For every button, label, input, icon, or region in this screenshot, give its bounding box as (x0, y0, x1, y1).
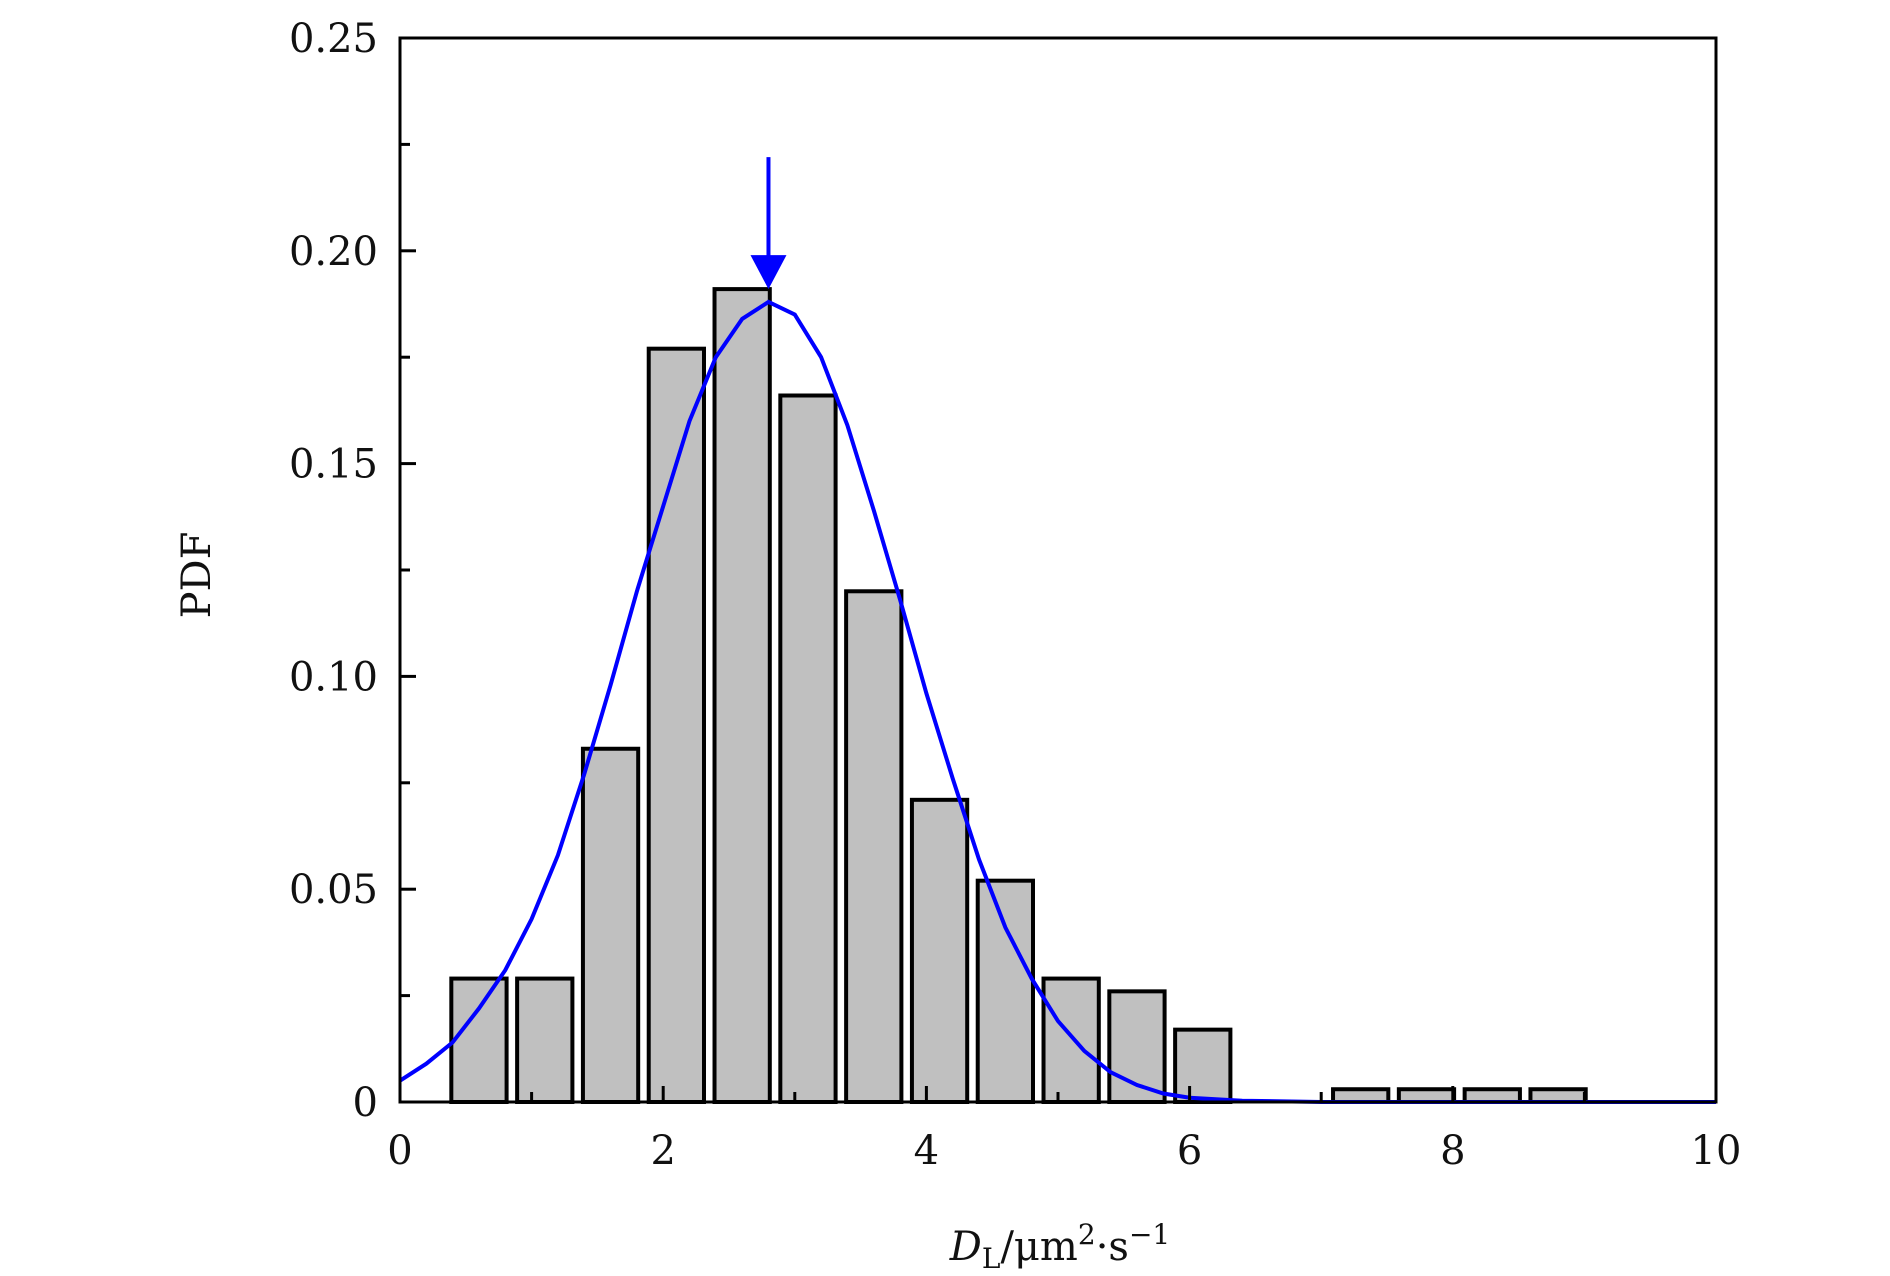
y-axis-label: PDF (174, 532, 220, 619)
x-axis-label-main: D (949, 1224, 982, 1270)
y-tick-label: 0.05 (289, 867, 378, 913)
x-tick-label: 4 (914, 1128, 939, 1174)
x-axis-label-unit: /μm (1000, 1224, 1077, 1270)
x-tick-label: 2 (650, 1128, 675, 1174)
fit-curve-layer (398, 299, 1716, 1104)
x-axis-label: DL/μm2·s−1 (949, 1218, 1170, 1275)
y-tick-label: 0.15 (289, 442, 378, 488)
bar-6 (778, 393, 838, 1104)
x-tick-label: 0 (387, 1128, 412, 1174)
x-axis-label-sup2: −1 (1129, 1218, 1170, 1251)
bar-8 (909, 797, 970, 1104)
x-axis-label-dot: ·s (1096, 1224, 1129, 1270)
peak-arrow-layer (750, 157, 787, 290)
y-tick-label: 0 (353, 1080, 378, 1126)
bar-9 (975, 878, 1035, 1104)
fit-curve-line (398, 299, 1716, 1104)
peak-arrow-head (750, 255, 787, 290)
x-axis-label-sub: L (982, 1242, 1001, 1275)
y-tick-label: 0.20 (289, 229, 378, 275)
bar-10 (1041, 976, 1101, 1104)
ticks-layer (398, 36, 1718, 1104)
bars-layer (449, 287, 1588, 1105)
bar-3 (580, 746, 641, 1104)
x-tick-label: 10 (1691, 1128, 1742, 1174)
x-tick-labels: 0 2 4 6 8 10 (387, 1128, 1741, 1174)
bar-2 (515, 976, 575, 1104)
bar-1 (449, 976, 509, 1104)
x-tick-label: 8 (1440, 1128, 1465, 1174)
y-tick-labels: 0 0.05 0.10 0.15 0.20 0.25 (289, 16, 378, 1126)
bar-7 (844, 589, 904, 1105)
bar-5 (712, 287, 772, 1104)
x-tick-label: 6 (1177, 1128, 1202, 1174)
x-axis-label-sup1: 2 (1078, 1218, 1096, 1251)
bar-12 (1173, 1027, 1233, 1104)
y-tick-label: 0.25 (289, 16, 378, 62)
y-tick-label: 0.10 (289, 654, 378, 700)
